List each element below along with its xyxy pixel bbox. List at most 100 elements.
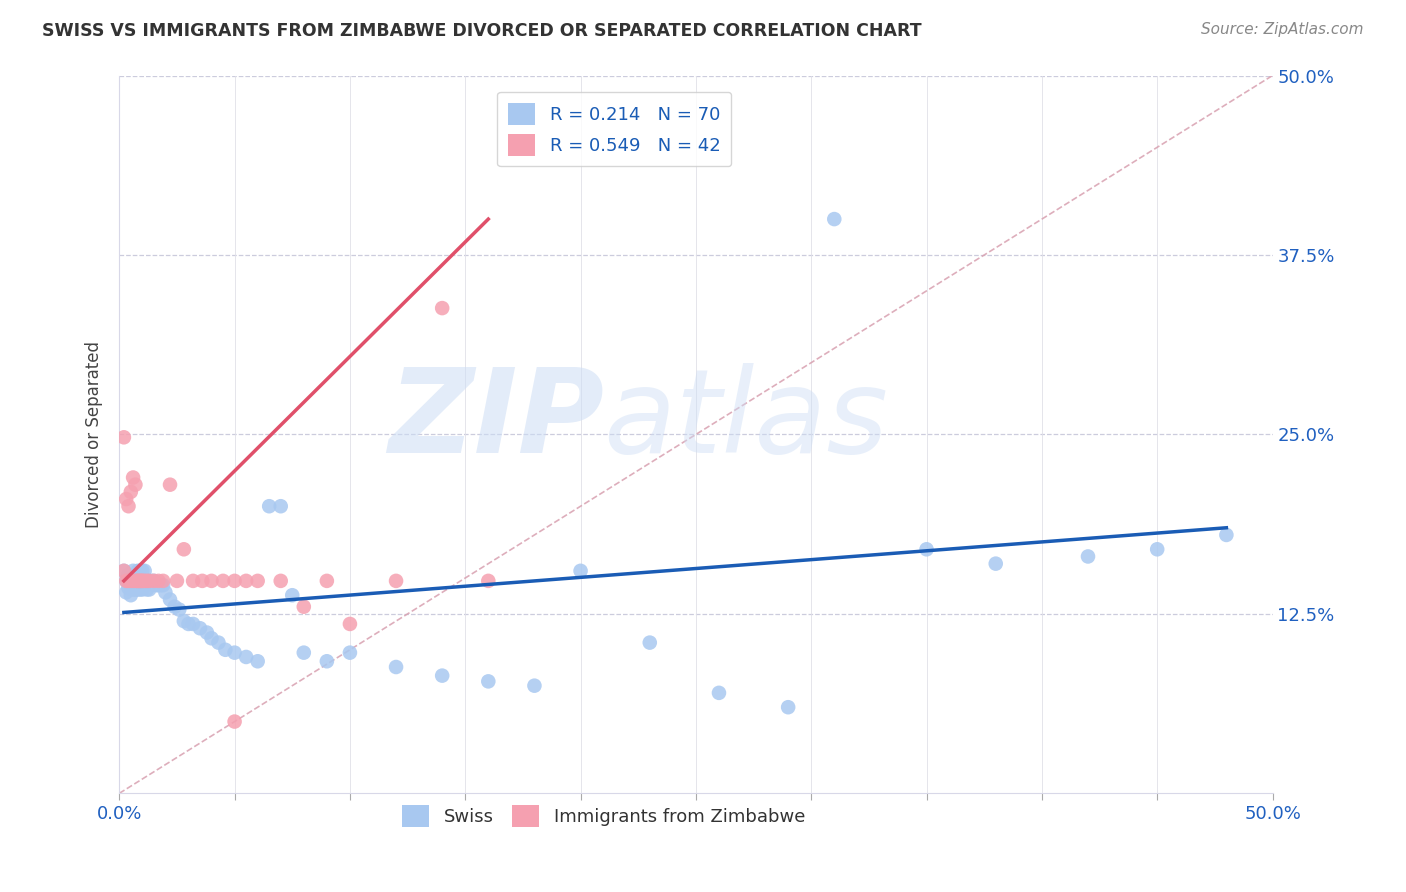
- Point: [136, 574, 159, 588]
- Point: [270, 500, 292, 514]
- Point: [173, 542, 195, 557]
- Point: [177, 616, 200, 631]
- Point: [141, 574, 163, 588]
- Point: [149, 578, 172, 592]
- Point: [246, 574, 269, 588]
- Legend: Swiss, Immigrants from Zimbabwe: Swiss, Immigrants from Zimbabwe: [395, 798, 813, 835]
- Point: [235, 574, 257, 588]
- Point: [124, 574, 146, 588]
- Point: [315, 654, 337, 668]
- Point: [120, 574, 142, 588]
- Point: [131, 574, 153, 588]
- Point: [122, 582, 145, 597]
- Point: [124, 582, 146, 597]
- Point: [430, 668, 453, 682]
- Point: [246, 654, 269, 668]
- Point: [115, 574, 138, 588]
- Point: [200, 574, 222, 588]
- Text: ZIP: ZIP: [388, 362, 603, 477]
- Point: [385, 574, 408, 588]
- Point: [129, 574, 152, 588]
- Point: [778, 700, 800, 714]
- Text: atlas: atlas: [603, 363, 889, 477]
- Point: [430, 301, 453, 315]
- Point: [127, 564, 149, 578]
- Point: [159, 477, 181, 491]
- Point: [117, 574, 139, 588]
- Point: [181, 574, 204, 588]
- Point: [138, 574, 160, 588]
- Point: [166, 574, 188, 588]
- Point: [115, 491, 138, 506]
- Point: [224, 574, 246, 588]
- Point: [120, 578, 142, 592]
- Text: SWISS VS IMMIGRANTS FROM ZIMBABWE DIVORCED OR SEPARATED CORRELATION CHART: SWISS VS IMMIGRANTS FROM ZIMBABWE DIVORC…: [42, 22, 922, 40]
- Point: [281, 588, 304, 602]
- Point: [152, 578, 174, 592]
- Point: [207, 635, 229, 649]
- Point: [292, 599, 315, 614]
- Point: [134, 564, 156, 578]
- Point: [292, 646, 315, 660]
- Point: [129, 564, 152, 578]
- Point: [136, 582, 159, 597]
- Point: [224, 646, 246, 660]
- Point: [339, 616, 361, 631]
- Point: [131, 574, 153, 588]
- Point: [195, 625, 218, 640]
- Point: [115, 574, 138, 588]
- Point: [131, 582, 153, 597]
- Point: [148, 574, 170, 588]
- Point: [122, 564, 145, 578]
- Point: [127, 582, 149, 597]
- Point: [707, 686, 730, 700]
- Y-axis label: Divorced or Separated: Divorced or Separated: [86, 341, 103, 528]
- Point: [638, 635, 661, 649]
- Point: [167, 602, 190, 616]
- Point: [124, 477, 146, 491]
- Point: [200, 632, 222, 646]
- Point: [152, 574, 174, 588]
- Point: [122, 574, 145, 588]
- Point: [155, 585, 177, 599]
- Point: [188, 621, 211, 635]
- Point: [127, 574, 149, 588]
- Point: [115, 585, 138, 599]
- Point: [270, 574, 292, 588]
- Point: [134, 574, 156, 588]
- Point: [984, 557, 1007, 571]
- Point: [257, 500, 280, 514]
- Point: [129, 574, 152, 588]
- Point: [120, 484, 142, 499]
- Point: [122, 574, 145, 588]
- Point: [127, 574, 149, 588]
- Point: [1077, 549, 1099, 564]
- Point: [339, 646, 361, 660]
- Point: [112, 430, 135, 444]
- Point: [117, 500, 139, 514]
- Point: [385, 660, 408, 674]
- Point: [129, 574, 152, 588]
- Point: [138, 582, 160, 597]
- Point: [117, 568, 139, 582]
- Point: [224, 714, 246, 729]
- Point: [173, 614, 195, 628]
- Point: [124, 574, 146, 588]
- Point: [138, 574, 160, 588]
- Point: [235, 650, 257, 665]
- Point: [163, 599, 186, 614]
- Point: [159, 592, 181, 607]
- Point: [1146, 542, 1168, 557]
- Point: [120, 571, 142, 585]
- Point: [191, 574, 214, 588]
- Point: [915, 542, 938, 557]
- Point: [142, 574, 165, 588]
- Point: [136, 574, 159, 588]
- Point: [148, 578, 170, 592]
- Point: [124, 571, 146, 585]
- Point: [122, 470, 145, 484]
- Point: [145, 578, 167, 592]
- Point: [131, 574, 153, 588]
- Point: [214, 642, 236, 657]
- Point: [131, 564, 153, 578]
